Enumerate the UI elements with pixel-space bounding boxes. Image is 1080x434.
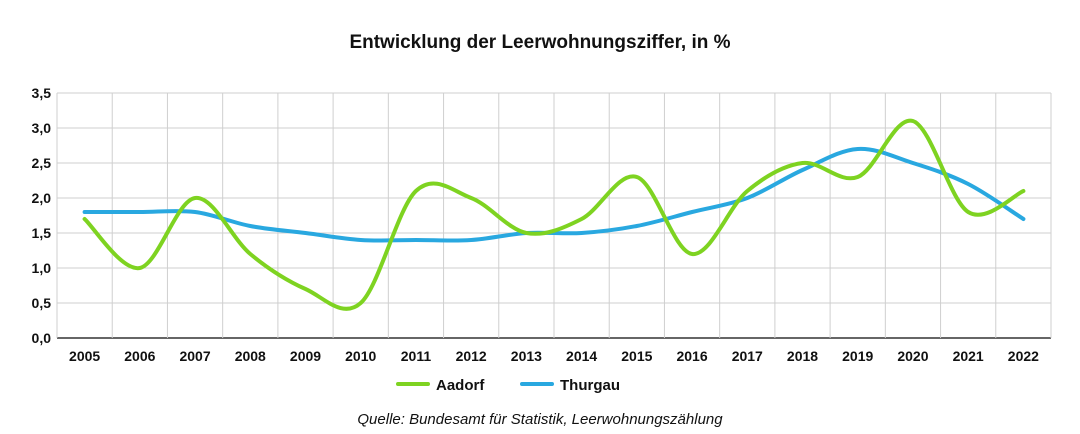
legend-label-thurgau: Thurgau [560,377,620,394]
x-tick-label: 2012 [456,348,487,364]
x-tick-label: 2019 [842,348,873,364]
y-tick-label: 2,0 [32,190,52,206]
x-tick-label: 2015 [621,348,652,364]
y-tick-label: 3,5 [32,85,52,101]
y-tick-label: 1,0 [32,260,52,276]
x-tick-label: 2006 [124,348,155,364]
series-line-thurgau [82,146,1026,243]
legend-label-aadorf: Aadorf [436,377,485,394]
y-tick-label: 2,5 [32,155,52,171]
x-tick-label: 2020 [897,348,928,364]
x-tick-label: 2022 [1008,348,1039,364]
x-axis-ticks: 2005 2006 2007 2008 2009 2010 2011 2012 2013 2014… [69,348,1039,364]
y-tick-label: 0,0 [32,330,52,346]
x-tick-label: 2017 [732,348,763,364]
x-tick-label: 2007 [179,348,210,364]
x-tick-label: 2016 [676,348,707,364]
chart-series [82,118,1026,311]
series-line-aadorf [82,118,1026,311]
x-tick-label: 2008 [235,348,266,364]
x-tick-label: 2010 [345,348,376,364]
x-tick-label: 2005 [69,348,100,364]
y-tick-label: 1,5 [32,225,52,241]
chart-title: Entwicklung der Leerwohnungsziffer, in % [349,32,730,53]
x-tick-label: 2021 [953,348,984,364]
chart-grid [56,92,1052,339]
x-tick-label: 2009 [290,348,321,364]
y-tick-label: 0,5 [32,295,52,311]
y-tick-label: 3,0 [32,120,52,136]
x-tick-label: 2014 [566,348,597,364]
x-tick-label: 2013 [511,348,542,364]
y-axis-ticks: 0,0 0,5 1,0 1,5 2,0 2,5 3,0 3,5 [32,85,52,346]
chart-legend: Aadorf Thurgau [396,377,620,394]
chart-source: Quelle: Bundesamt für Statistik, Leerwoh… [357,411,723,428]
x-tick-label: 2018 [787,348,818,364]
x-tick-label: 2011 [401,348,432,364]
